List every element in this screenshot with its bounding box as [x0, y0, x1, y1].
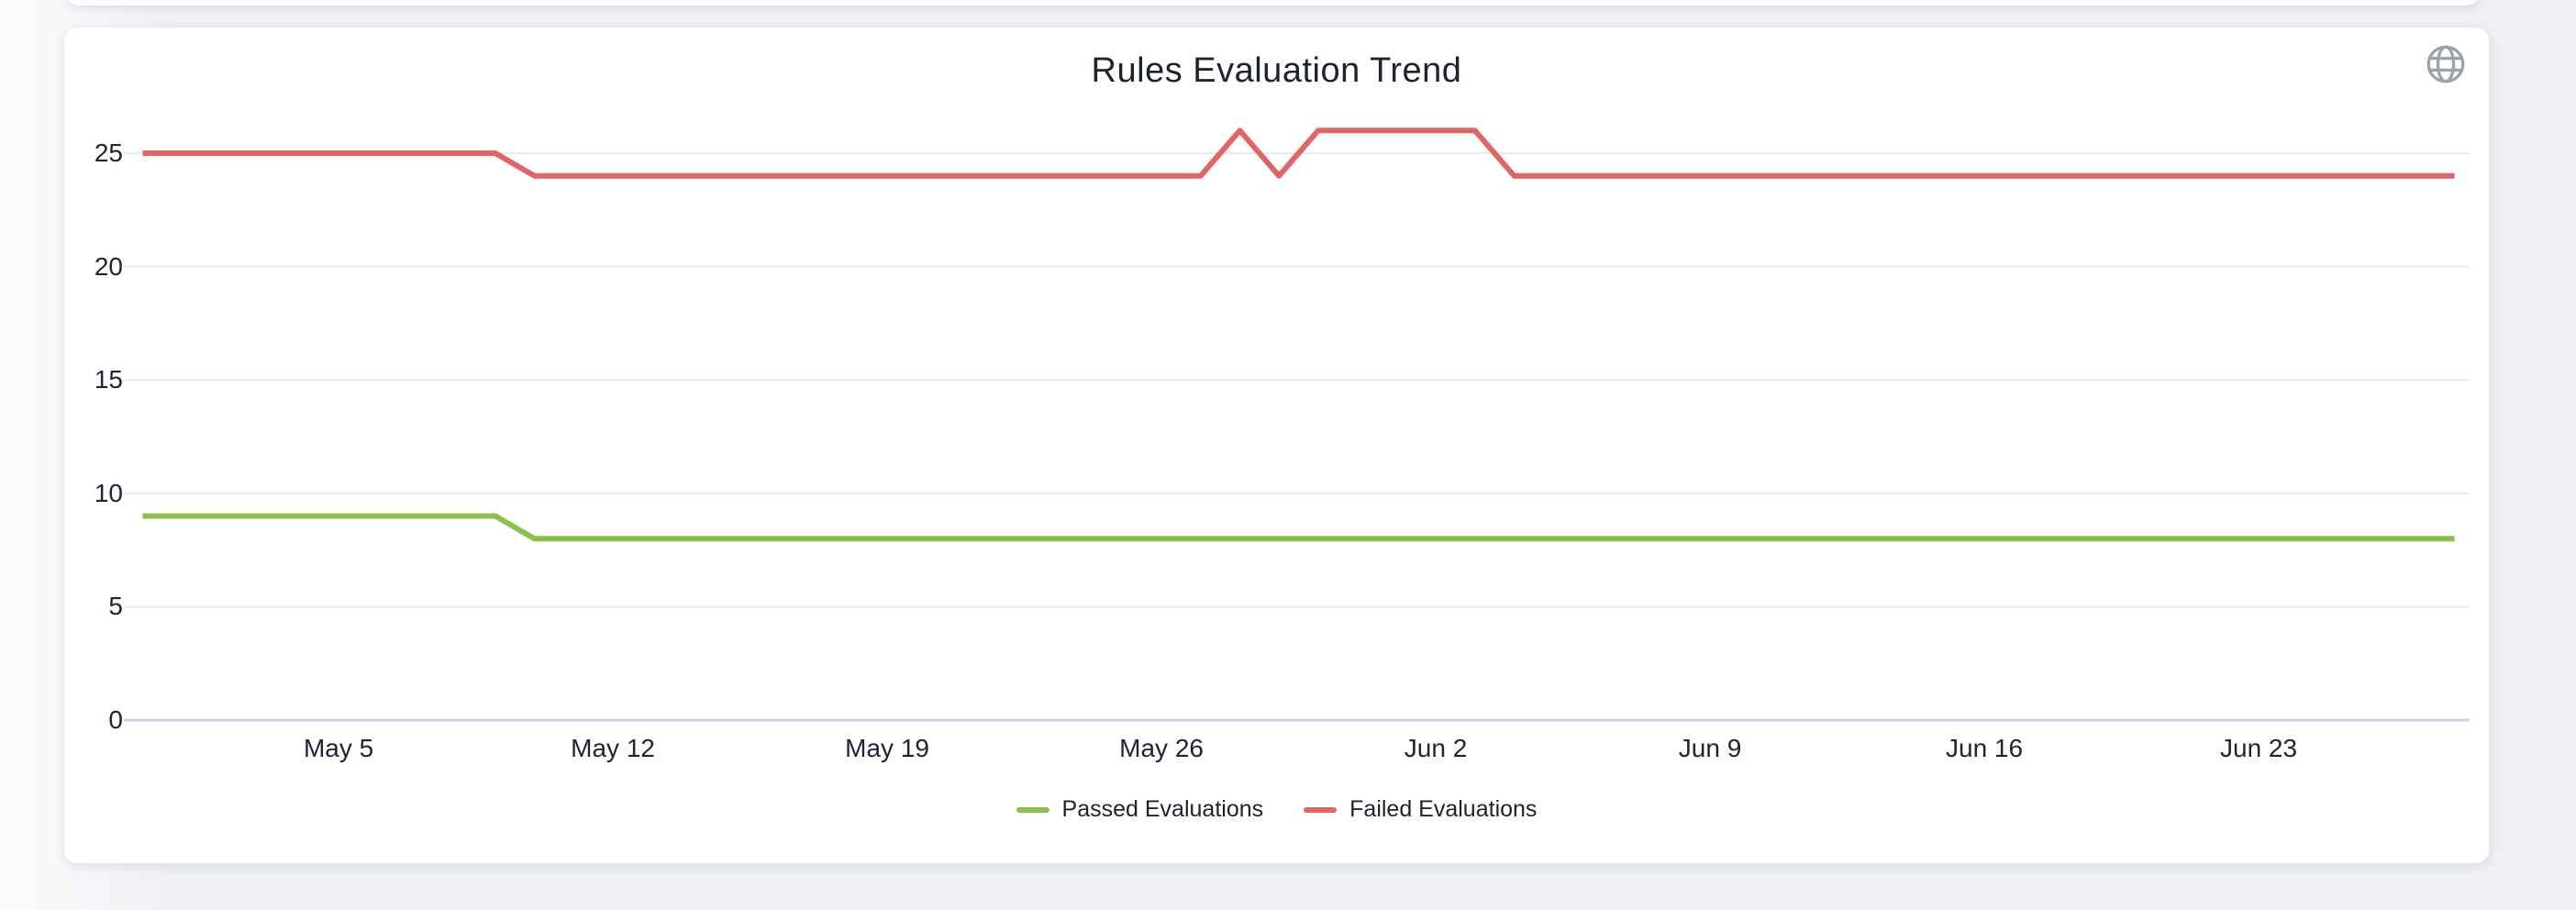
x-tick-label-may-5: May 5 — [303, 734, 374, 762]
x-tick-label-jun-16: Jun 16 — [1946, 734, 2024, 762]
x-tick-label-may-19: May 19 — [845, 734, 929, 762]
y-tick-label-5: 5 — [108, 592, 123, 621]
y-tick-label-15: 15 — [94, 365, 123, 394]
x-tick-label-jun-23: Jun 23 — [2220, 734, 2298, 762]
legend-label: Failed Evaluations — [1349, 796, 1538, 822]
y-tick-label-10: 10 — [94, 478, 123, 507]
legend-swatch — [1304, 806, 1338, 813]
globe-icon-glyph — [2426, 45, 2465, 83]
series-line-passed-evaluations — [142, 513, 2455, 542]
upper-card-edge — [66, 0, 2480, 6]
x-tick-label-jun-9: Jun 9 — [1678, 734, 1742, 762]
chart-legend: Passed Evaluations Failed Evaluations — [64, 796, 2489, 823]
legend-label: Passed Evaluations — [1061, 796, 1264, 822]
chart-canvas — [124, 128, 2470, 722]
y-tick-label-25: 25 — [94, 139, 123, 167]
y-tick-label-0: 0 — [108, 705, 123, 734]
legend-item-failed-evaluations[interactable]: Failed Evaluations — [1304, 796, 1537, 823]
x-tick-label-jun-2: Jun 2 — [1404, 734, 1468, 762]
series-line-failed-evaluations — [142, 128, 2455, 179]
x-tick-label-may-26: May 26 — [1119, 734, 1204, 762]
legend-swatch — [1016, 806, 1049, 813]
globe-icon[interactable] — [2423, 41, 2469, 87]
rules-evaluation-trend-card: Rules Evaluation Trend 0 5 10 15 20 25 May 5 M… — [64, 28, 2489, 863]
chart-title: Rules Evaluation Trend — [1091, 51, 1462, 90]
y-tick-label-20: 20 — [94, 251, 123, 281]
legend-item-passed-evaluations[interactable]: Passed Evaluations — [1016, 796, 1264, 823]
x-tick-label-may-12: May 12 — [571, 734, 655, 762]
